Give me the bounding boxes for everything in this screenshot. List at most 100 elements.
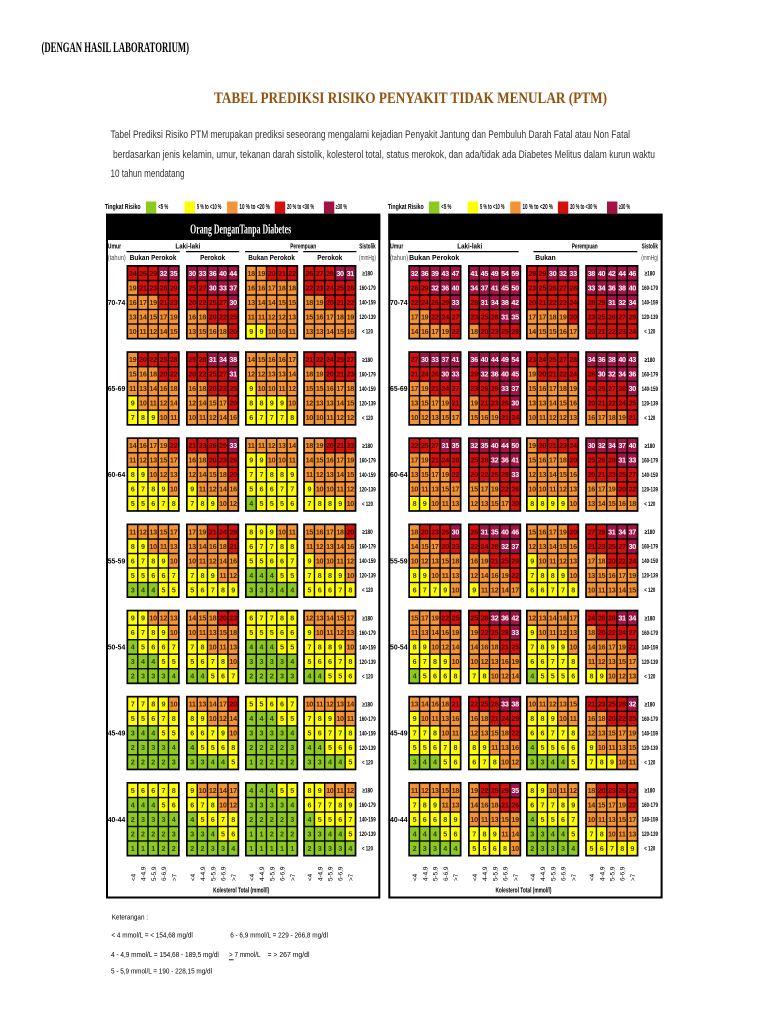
svg-text:15: 15 [528,384,536,393]
svg-text:21: 21 [431,384,439,393]
svg-text:25: 25 [470,456,478,465]
svg-text:10: 10 [539,485,547,494]
svg-text:16: 16 [316,312,324,321]
svg-text:25: 25 [491,786,499,795]
svg-text:14: 14 [229,714,237,723]
svg-text:19: 19 [129,355,137,364]
svg-text:28: 28 [452,456,460,465]
svg-text:8: 8 [201,499,205,508]
svg-text:42: 42 [608,269,616,278]
svg-text:27: 27 [629,628,637,637]
svg-text:33: 33 [431,355,439,364]
svg-text:16: 16 [588,413,596,422]
svg-text:8: 8 [454,672,458,681]
svg-text:10: 10 [129,327,137,336]
svg-text:14: 14 [326,327,334,336]
svg-text:4-4,9: 4-4,9 [482,866,489,881]
svg-text:9: 9 [413,714,417,723]
svg-text:Bukan Perokok: Bukan Perokok [130,255,177,262]
svg-text:10: 10 [336,714,344,723]
svg-text:26: 26 [549,283,557,292]
svg-text:14: 14 [470,643,478,652]
svg-text:7: 7 [530,571,534,580]
svg-text:5: 5 [172,585,176,594]
svg-text:40-44: 40-44 [390,817,408,824]
svg-text:23: 23 [431,527,439,536]
svg-text:45: 45 [501,283,509,292]
svg-text:13: 13 [170,542,178,551]
svg-text:2: 2 [201,844,205,853]
svg-text:7: 7 [561,657,565,666]
svg-text:25: 25 [336,355,344,364]
svg-text:44: 44 [501,441,509,450]
svg-text:7: 7 [423,729,427,738]
svg-text:16: 16 [608,571,616,580]
svg-text:(tahun): (tahun) [108,255,126,262]
svg-text:55-59: 55-59 [108,558,126,565]
svg-text:15: 15 [608,729,616,738]
svg-text:13: 13 [316,327,324,336]
svg-text:22: 22 [629,800,637,809]
svg-text:15: 15 [336,614,344,623]
svg-text:7: 7 [280,413,284,422]
svg-text:5: 5 [270,499,274,508]
svg-text:11: 11 [219,643,226,652]
svg-text:7: 7 [141,556,145,565]
svg-text:5: 5 [161,800,165,809]
svg-text:25: 25 [491,628,499,637]
svg-text:17: 17 [219,399,227,408]
svg-text:37: 37 [441,355,449,364]
svg-text:24: 24 [441,312,449,321]
svg-text:34: 34 [470,283,478,292]
svg-text:3: 3 [561,844,565,853]
svg-text:10: 10 [431,499,439,508]
svg-text:20: 20 [569,456,577,465]
svg-text:6: 6 [433,815,437,824]
svg-text:14: 14 [336,399,344,408]
svg-text:15: 15 [278,298,286,307]
svg-text:22: 22 [608,628,616,637]
svg-text:< 120: < 120 [362,587,373,594]
svg-text:40: 40 [598,269,606,278]
svg-text:18: 18 [452,786,460,795]
svg-text:24: 24 [421,370,429,379]
svg-text:4: 4 [338,758,342,767]
svg-text:5: 5 [172,657,176,666]
svg-text:13: 13 [608,815,616,824]
svg-text:34: 34 [491,298,499,307]
svg-text:3: 3 [541,758,545,767]
svg-text:20: 20 [441,542,449,551]
svg-text:50: 50 [511,441,519,450]
svg-text:26: 26 [598,456,606,465]
svg-text:33: 33 [501,384,509,393]
svg-text:4: 4 [172,815,176,824]
svg-text:21: 21 [306,355,314,364]
svg-text:19: 19 [559,312,567,321]
svg-text:4-4,9: 4-4,9 [200,866,207,881]
svg-text:7: 7 [270,542,274,551]
svg-text:18: 18 [608,413,616,422]
svg-text:15: 15 [149,312,157,321]
svg-text:3: 3 [541,829,545,838]
svg-text:3: 3 [307,829,311,838]
svg-text:18: 18 [288,283,296,292]
svg-text:6: 6 [290,628,294,637]
svg-text:21: 21 [629,413,637,422]
svg-text:9: 9 [610,758,614,767]
svg-text:40: 40 [629,441,637,450]
svg-text:14: 14 [188,614,196,623]
svg-text:8: 8 [433,657,437,666]
svg-text:16: 16 [160,384,168,393]
svg-text:14: 14 [219,556,227,565]
svg-text:9: 9 [328,714,332,723]
svg-text:21: 21 [452,700,460,709]
svg-text:25: 25 [452,614,460,623]
svg-text:10: 10 [421,714,429,723]
svg-text:4-4,9: 4-4,9 [422,866,429,881]
svg-text:7: 7 [307,643,311,652]
svg-text:8: 8 [571,585,575,594]
svg-text:19: 19 [452,628,460,637]
svg-text:5: 5 [131,714,135,723]
svg-text:4: 4 [290,657,294,666]
svg-text:9: 9 [338,571,342,580]
